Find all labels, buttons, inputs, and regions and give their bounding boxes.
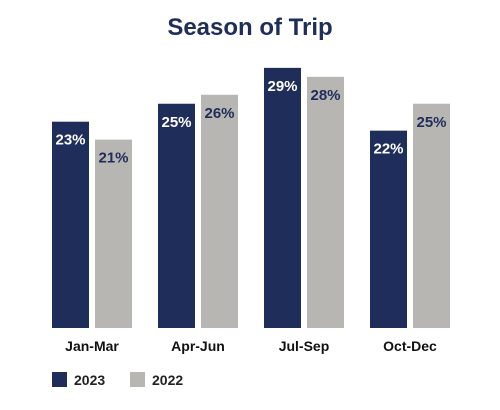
legend-label-2023: 2023 <box>74 372 105 388</box>
category-label-apr-jun: Apr-Jun <box>171 338 225 354</box>
data-label-2023-apr-jun: 25% <box>161 114 191 131</box>
data-label-2022-jan-mar: 21% <box>98 150 128 167</box>
bar-2022-jul-sep <box>307 76 344 328</box>
bar-2022-apr-jun <box>201 94 238 328</box>
chart-title: Season of Trip <box>167 14 332 41</box>
bar-2023-oct-dec <box>370 130 407 328</box>
x-axis-labels: Jan-Mar Apr-Jun Jul-Sep Oct-Dec <box>65 338 437 354</box>
bar-2023-jul-sep <box>264 67 301 329</box>
category-label-jul-sep: Jul-Sep <box>279 338 330 354</box>
category-label-oct-dec: Oct-Dec <box>383 338 437 354</box>
data-label-2023-jul-sep: 29% <box>267 78 297 95</box>
bar-2022-jan-mar <box>95 139 132 328</box>
data-label-2023-jan-mar: 23% <box>55 132 85 149</box>
category-label-jan-mar: Jan-Mar <box>65 338 119 354</box>
legend: 2023 2022 <box>52 372 183 388</box>
data-label-2022-oct-dec: 25% <box>416 114 446 131</box>
bar-2023-jan-mar <box>52 121 89 328</box>
bar-2023-apr-jun <box>158 103 195 328</box>
legend-swatch-2023 <box>52 372 67 387</box>
data-label-2022-jul-sep: 28% <box>310 87 340 104</box>
data-label-2023-oct-dec: 22% <box>373 141 403 158</box>
bar-2022-oct-dec <box>413 103 450 328</box>
data-label-2022-apr-jun: 26% <box>204 105 234 122</box>
labels-layer: 23% 21% 25% 26% 29% 28% 22% 25% <box>55 78 446 167</box>
bars-layer <box>52 67 450 329</box>
legend-label-2022: 2022 <box>152 372 183 388</box>
legend-swatch-2022 <box>130 372 145 387</box>
